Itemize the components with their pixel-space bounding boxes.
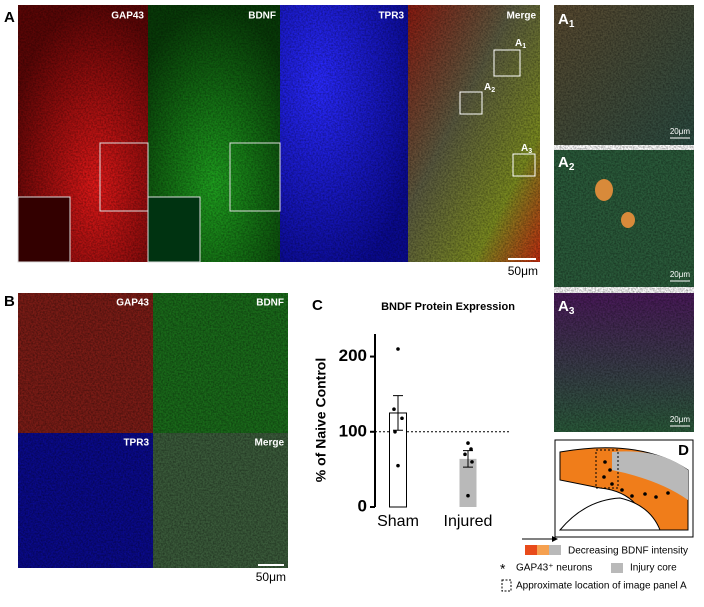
legend-label: Approximate location of image panel A <box>516 581 687 592</box>
swatch <box>549 545 561 555</box>
chart-title: BNDF Protein Expression <box>381 301 515 313</box>
scale-label: 50μm <box>256 570 286 584</box>
data-point <box>400 416 404 421</box>
swatch <box>611 563 623 573</box>
arrow-head <box>552 536 558 542</box>
swatch <box>501 579 512 592</box>
inset-box <box>512 153 536 177</box>
panel-label: C <box>312 297 323 314</box>
legend-label: Injury core <box>630 563 677 574</box>
x-tick-label: Injured <box>444 513 493 530</box>
x-tick-label: Sham <box>377 513 419 530</box>
inset-label: A3 <box>521 143 532 155</box>
y-tick-label: 0 <box>358 496 367 515</box>
panel-label: D <box>678 442 689 459</box>
inset-label: A2 <box>484 82 495 94</box>
cell <box>595 179 613 201</box>
panel-b: B GAP43 BDNF TPR3 Merge 50μm <box>4 293 288 584</box>
panel-label: B <box>4 293 15 310</box>
image-label: Merge <box>507 11 537 22</box>
inset <box>17 196 71 263</box>
data-point <box>470 460 474 464</box>
inset-box <box>459 91 483 115</box>
y-axis-label: % of Naive Control <box>313 358 329 482</box>
scale-label: 50μm <box>508 264 538 278</box>
swatch <box>525 545 537 555</box>
inset-box <box>229 142 281 212</box>
image-label: TPR3 <box>378 11 404 22</box>
legend-symbol: * <box>500 561 506 577</box>
scale-label: 20μm <box>670 415 691 424</box>
y-tick-label: 200 <box>339 346 367 365</box>
panel-label: A2 <box>558 154 575 173</box>
inset <box>147 196 201 263</box>
bar <box>459 458 477 507</box>
image-label: Merge <box>255 438 285 449</box>
panel-label: A1 <box>558 11 575 30</box>
texture <box>18 293 288 568</box>
texture <box>18 5 540 262</box>
image-label: BDNF <box>248 11 276 22</box>
data-point <box>396 463 400 468</box>
panel-a-zoom: A1 A2 A3 20μm 20μm 20μm <box>554 5 694 432</box>
data-point <box>463 452 467 457</box>
legend-label: GAP43⁺ neurons <box>516 563 592 574</box>
data-point <box>393 429 397 434</box>
panel-c: C BNDF Protein Expression % of Naive Con… <box>312 297 515 530</box>
structure <box>558 497 661 531</box>
y-tick-label: 100 <box>339 421 367 440</box>
neuron-stars <box>602 460 670 499</box>
image-label: GAP43 <box>116 298 149 309</box>
image-label: TPR3 <box>123 438 149 449</box>
data-point <box>469 447 473 451</box>
swatch <box>537 545 549 555</box>
data-point <box>466 493 470 498</box>
data-point <box>392 407 396 412</box>
data-point <box>466 441 470 445</box>
image-label: BDNF <box>256 298 284 309</box>
panel-d: D Decreasing BDNF intensity * GAP43⁺ neu… <box>500 439 694 592</box>
cell <box>621 212 635 228</box>
scale-label: 20μm <box>670 270 691 279</box>
location-box <box>595 449 619 489</box>
image-label: GAP43 <box>111 11 144 22</box>
data-point <box>396 347 400 351</box>
panel-label: A3 <box>558 298 575 317</box>
inset-label: A1 <box>515 38 526 50</box>
inset-box <box>99 142 149 212</box>
legend-label: Decreasing BDNF intensity <box>568 546 688 557</box>
injury-core <box>612 451 688 500</box>
panel-a: A GAP43 BDNF TPR3 Merge A1 A2 A3 50μm <box>4 5 540 278</box>
scale-label: 20μm <box>670 127 691 136</box>
inset-box <box>493 49 521 77</box>
panel-label: A <box>4 9 15 26</box>
